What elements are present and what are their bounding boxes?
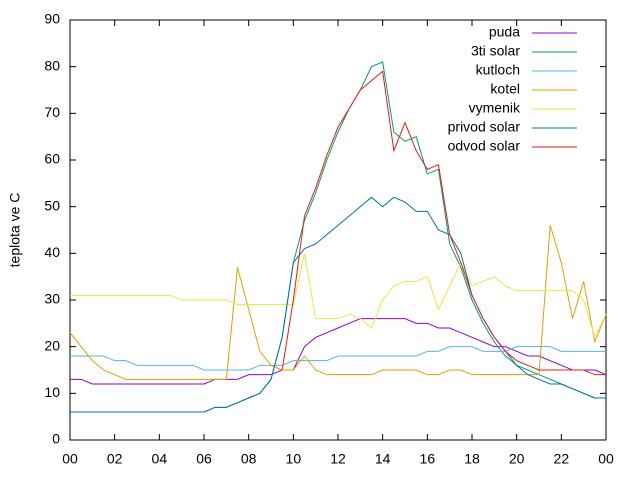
- y-tick-label: 40: [44, 244, 60, 260]
- y-tick-label: 0: [52, 431, 60, 447]
- series-line: [69, 225, 607, 380]
- legend-label: 3ti solar: [471, 43, 520, 59]
- series-line: [70, 346, 606, 371]
- legend-label: puda: [489, 24, 520, 40]
- x-tick-label: 22: [554, 451, 570, 467]
- y-tick-label: 20: [44, 337, 60, 353]
- x-tick-label: 00: [598, 451, 614, 467]
- series-line: [281, 70, 606, 376]
- x-tick-label: 16: [420, 451, 436, 467]
- y-tick-label: 90: [44, 11, 60, 27]
- x-tick-label: 00: [62, 451, 78, 467]
- x-tick-label: 14: [375, 451, 391, 467]
- plot-border: [69, 19, 607, 441]
- y-tick-label: 10: [44, 384, 60, 400]
- y-tick-label: 80: [44, 57, 60, 73]
- y-tick-label: 70: [44, 104, 60, 120]
- legend-label: vymenik: [469, 100, 521, 116]
- series-line: [70, 253, 607, 339]
- x-tick-label: 06: [196, 451, 212, 467]
- x-tick-label: 18: [464, 451, 480, 467]
- x-tick-label: 02: [107, 451, 123, 467]
- series-line: [70, 61, 606, 413]
- x-tick-label: 12: [330, 451, 346, 467]
- y-tick-label: 30: [44, 291, 60, 307]
- legend-label: kotel: [490, 81, 520, 97]
- legend-label: odvod solar: [448, 138, 521, 154]
- y-tick-label: 60: [44, 151, 60, 167]
- y-axis-label: teplota ve C: [7, 193, 23, 268]
- x-tick-label: 04: [152, 451, 168, 467]
- y-tick-label: 50: [44, 197, 60, 213]
- legend-label: privod solar: [448, 119, 521, 135]
- series-line: [70, 196, 606, 413]
- series-line: [70, 318, 607, 385]
- legend-label: kutloch: [476, 62, 520, 78]
- x-tick-label: 10: [286, 451, 302, 467]
- x-tick-label: 20: [509, 451, 525, 467]
- x-tick-label: 08: [241, 451, 257, 467]
